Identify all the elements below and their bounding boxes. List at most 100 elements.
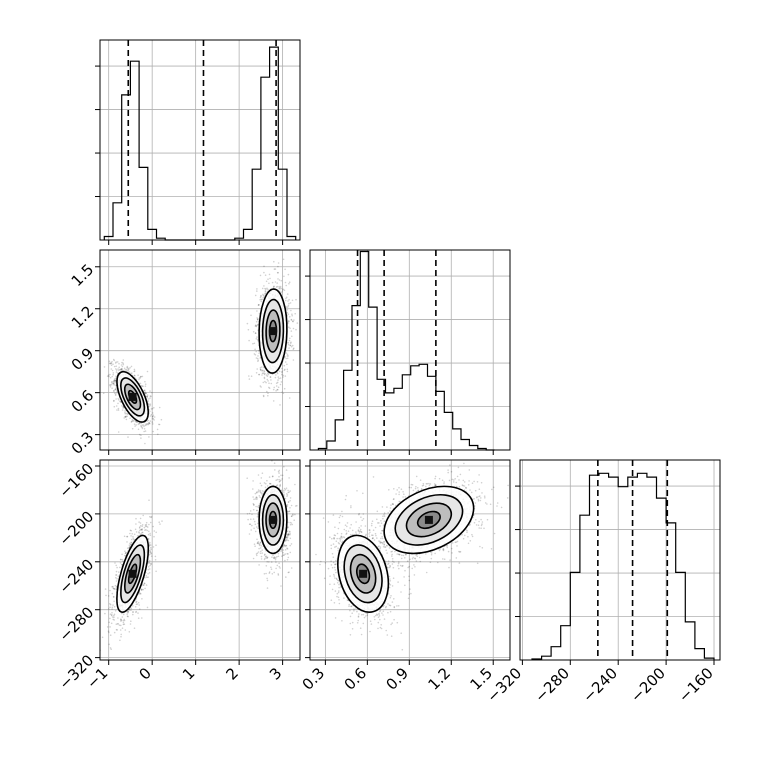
scatter-point xyxy=(148,422,151,424)
scatter-point xyxy=(268,476,271,478)
scatter-point xyxy=(124,629,127,631)
scatter-point xyxy=(130,529,132,532)
scatter-point xyxy=(107,630,110,632)
scatter-point xyxy=(133,374,136,377)
scatter-point xyxy=(127,436,129,438)
scatter-point xyxy=(261,287,264,290)
scatter-point xyxy=(109,617,111,620)
scatter-point xyxy=(259,482,262,485)
scatter-point xyxy=(277,271,279,274)
scatter-point xyxy=(115,368,117,370)
scatter-point xyxy=(272,286,275,289)
scatter-point xyxy=(130,421,133,423)
scatter-point xyxy=(281,555,283,557)
scatter-point xyxy=(259,366,262,369)
scatter-point xyxy=(155,570,157,573)
scatter-point xyxy=(113,605,116,608)
scatter-point xyxy=(121,365,124,368)
scatter-point xyxy=(143,389,146,392)
scatter-point xyxy=(289,499,291,502)
scatter-point xyxy=(254,348,256,351)
scatter-point xyxy=(253,527,255,530)
scatter-point xyxy=(260,541,262,544)
scatter-point xyxy=(140,528,143,531)
scatter-point xyxy=(157,433,159,436)
scatter-point xyxy=(146,606,149,609)
scatter-point xyxy=(269,376,272,378)
scatter-point xyxy=(154,555,157,558)
scatter-point xyxy=(110,381,113,384)
scatter-point xyxy=(135,517,137,520)
scatter-point xyxy=(145,392,147,395)
scatter-point xyxy=(135,610,137,613)
scatter-point xyxy=(259,489,262,492)
scatter-point xyxy=(120,633,122,636)
scatter-point xyxy=(116,623,119,625)
scatter-point xyxy=(295,328,297,331)
scatter-point xyxy=(118,624,121,626)
scatter-point xyxy=(257,504,260,507)
scatter-point xyxy=(115,371,118,373)
scatter-point xyxy=(109,376,112,379)
scatter-point xyxy=(288,510,290,513)
scatter-point xyxy=(134,374,136,377)
scatter-point xyxy=(120,368,123,371)
scatter-point xyxy=(135,603,138,606)
scatter-point xyxy=(287,533,290,536)
scatter-point xyxy=(107,374,110,377)
scatter-point xyxy=(139,522,142,524)
scatter-point xyxy=(149,544,152,546)
scatter-point xyxy=(287,539,290,542)
scatter-point xyxy=(273,285,275,288)
scatter-point xyxy=(287,556,290,559)
scatter-point xyxy=(149,410,151,413)
scatter-point xyxy=(126,365,129,368)
scatter-point xyxy=(119,401,122,403)
scatter-point xyxy=(263,554,266,556)
scatter-point xyxy=(259,368,262,371)
scatter-point xyxy=(257,355,259,357)
scatter-point xyxy=(254,294,257,297)
scatter-point xyxy=(116,409,118,411)
scatter-point xyxy=(147,533,150,536)
scatter-point xyxy=(148,422,151,424)
scatter-point xyxy=(131,419,133,421)
scatter-point xyxy=(138,531,140,533)
scatter-point xyxy=(107,595,110,597)
scatter-point xyxy=(287,313,290,316)
scatter-point xyxy=(255,496,258,498)
scatter-point xyxy=(110,362,112,364)
scatter-point xyxy=(129,366,131,369)
scatter-point xyxy=(115,586,118,589)
scatter-point xyxy=(255,357,258,359)
scatter-point xyxy=(263,376,266,379)
scatter-point xyxy=(110,648,112,650)
scatter-point xyxy=(112,372,115,374)
scatter-point xyxy=(261,298,264,301)
scatter-point xyxy=(133,533,136,536)
scatter-point xyxy=(148,403,150,406)
scatter-point xyxy=(264,274,267,277)
scatter-point xyxy=(138,378,140,381)
scatter-point xyxy=(148,559,151,562)
scatter-point xyxy=(291,344,294,347)
scatter-point xyxy=(285,536,288,538)
scatter-point xyxy=(146,420,148,422)
scatter-point xyxy=(289,533,291,536)
scatter-point xyxy=(108,360,111,363)
scatter-point xyxy=(114,379,117,382)
scatter-point xyxy=(126,413,129,416)
scatter-point xyxy=(144,525,147,528)
scatter-point xyxy=(149,420,152,422)
scatter-point xyxy=(112,595,115,598)
scatter-point xyxy=(290,515,293,518)
scatter-point xyxy=(125,368,128,371)
scatter-point xyxy=(115,564,117,567)
scatter-point xyxy=(143,430,145,433)
scatter-point xyxy=(264,292,267,295)
scatter-point xyxy=(153,530,156,532)
scatter-point xyxy=(131,533,133,535)
scatter-point xyxy=(264,486,267,489)
scatter-point xyxy=(138,608,141,610)
scatter-point xyxy=(112,363,114,366)
